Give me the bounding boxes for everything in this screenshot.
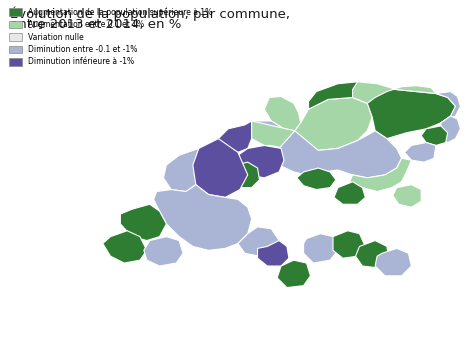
Polygon shape — [238, 145, 284, 178]
Polygon shape — [154, 185, 251, 250]
Polygon shape — [228, 162, 259, 188]
Polygon shape — [308, 82, 455, 139]
Text: entre 2013 et 2014, en %: entre 2013 et 2014, en % — [9, 18, 181, 31]
Polygon shape — [251, 97, 372, 155]
Polygon shape — [350, 158, 411, 192]
Polygon shape — [103, 231, 147, 263]
Polygon shape — [271, 131, 401, 178]
Polygon shape — [265, 96, 301, 131]
Polygon shape — [120, 204, 166, 241]
Polygon shape — [277, 260, 311, 288]
Polygon shape — [297, 168, 336, 190]
Polygon shape — [441, 116, 461, 143]
Polygon shape — [405, 143, 436, 162]
Polygon shape — [393, 185, 421, 207]
Polygon shape — [436, 92, 461, 123]
Text: Évolution de la population, par commune,: Évolution de la population, par commune, — [9, 6, 290, 21]
Polygon shape — [334, 182, 365, 204]
Polygon shape — [219, 121, 251, 152]
Polygon shape — [258, 241, 289, 266]
Polygon shape — [375, 248, 411, 276]
Polygon shape — [355, 241, 389, 268]
Polygon shape — [333, 231, 365, 258]
Polygon shape — [352, 82, 436, 103]
Polygon shape — [164, 148, 199, 192]
Polygon shape — [189, 139, 248, 197]
Legend: Augmentation de la population supérieure à 1%, Augmentation entre 0.1 et 1%, Var: Augmentation de la population supérieure… — [8, 7, 212, 67]
Polygon shape — [238, 227, 279, 256]
Polygon shape — [421, 126, 447, 145]
Polygon shape — [304, 234, 338, 263]
Polygon shape — [144, 237, 183, 266]
Polygon shape — [248, 121, 295, 148]
